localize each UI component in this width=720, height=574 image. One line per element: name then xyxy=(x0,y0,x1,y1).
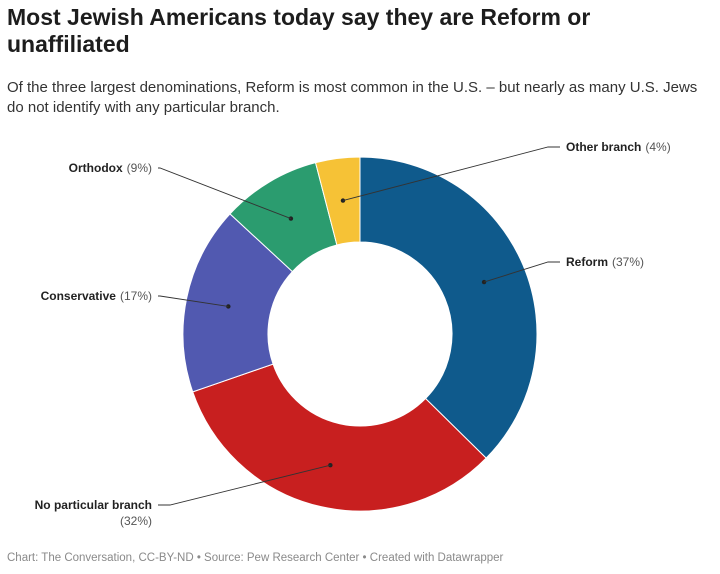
value-label-no-particular-branch: (32%) xyxy=(120,514,152,528)
leader-line-reform xyxy=(483,261,560,283)
data-label-other-branch: Other branch (4%) xyxy=(566,140,671,154)
leader-line-conservative xyxy=(158,295,229,307)
data-label-conservative: Conservative (17%) xyxy=(41,289,152,303)
source-footer: Chart: The Conversation, CC-BY-ND • Sour… xyxy=(7,552,504,564)
chart-title: Most Jewish Americans today say they are… xyxy=(7,4,591,57)
leader-line-no-particular-branch xyxy=(158,464,331,506)
slice-reform xyxy=(359,156,538,459)
data-label-reform: Reform (37%) xyxy=(566,255,644,269)
slice-no-particular-branch xyxy=(192,363,487,512)
data-label-no-particular-branch: No particular branch xyxy=(35,498,152,512)
data-label-orthodox: Orthodox (9%) xyxy=(69,161,152,175)
slice-conservative xyxy=(182,213,294,393)
slice-other-branch xyxy=(314,156,361,246)
leader-line-other-branch xyxy=(342,146,560,202)
chart-subtitle: Of the three largest denominations, Refo… xyxy=(7,79,698,116)
leader-line-orthodox xyxy=(158,167,292,220)
